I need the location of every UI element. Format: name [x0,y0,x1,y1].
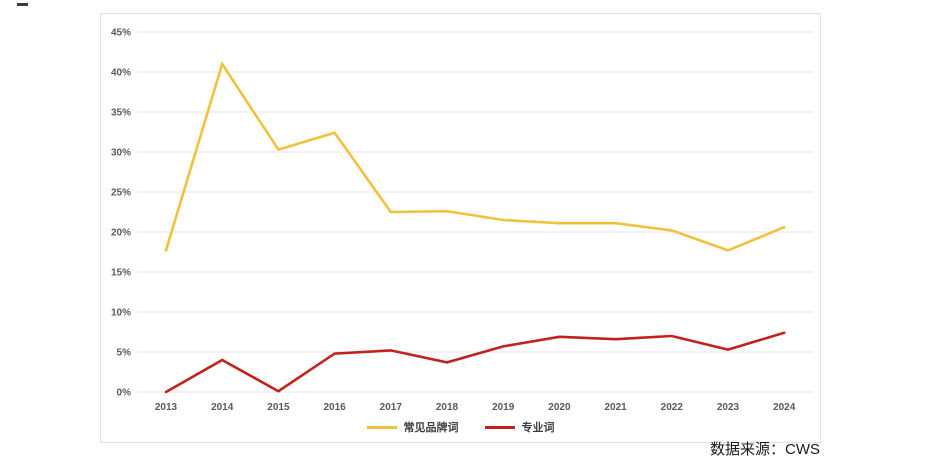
y-axis-tick-label: 15% [111,268,131,279]
x-axis-tick-label: 2017 [380,402,403,413]
legend-swatch-red-line [484,425,515,429]
x-axis-tick-label: 2019 [492,402,515,413]
x-axis-tick-label: 2021 [604,402,627,413]
x-axis-tick-label: 2013 [155,402,178,413]
x-axis-tick-label: 2022 [661,402,684,413]
y-axis-tick-label: 45% [111,28,131,39]
line-chart-canvas: 0% 5% 10% 15% 20% 25% 30% 35% 40% 45% 2013 2014 2015… [111,28,813,413]
x-axis-tick-label: 2023 [717,402,740,413]
y-axis-tick-label: 5% [117,348,132,359]
chart-legend: 常见品牌词 专业词 [101,419,820,435]
legend-label-common-brand-words: 常见品牌词 [403,422,459,434]
legend-swatch-yellow-line [366,425,397,429]
y-axis-tick-label: 10% [111,308,131,319]
x-axis-tick-label: 2018 [436,402,459,413]
x-axis-tick-label: 2015 [267,402,290,413]
legend-label-professional-words: 专业词 [521,422,555,434]
y-axis-tick-label: 30% [111,148,131,159]
legend-item-professional-words: 专业词 [484,419,555,435]
x-axis-tick-label: 2016 [323,402,346,413]
legend-item-common-brand-words: 常见品牌词 [366,419,459,435]
y-axis-tick-label: 35% [111,108,131,119]
corner-dash-mark [17,3,28,6]
y-axis-tick-label: 20% [111,228,131,239]
chart-panel: 0% 5% 10% 15% 20% 25% 30% 35% 40% 45% 2013 2014 2015… [100,13,821,443]
y-axis-tick-label: 25% [111,188,131,199]
x-axis-tick-label: 2014 [211,402,234,413]
x-axis-tick-label: 2024 [773,402,796,413]
y-axis-tick-label: 40% [111,68,131,79]
x-axis-tick-label: 2020 [548,402,571,413]
series-line-common-brand-words [164,60,786,252]
y-axis-tick-label: 0% [117,388,132,399]
series-line-professional-words [164,331,786,394]
data-source-note: 数据来源：CWS [710,441,820,458]
